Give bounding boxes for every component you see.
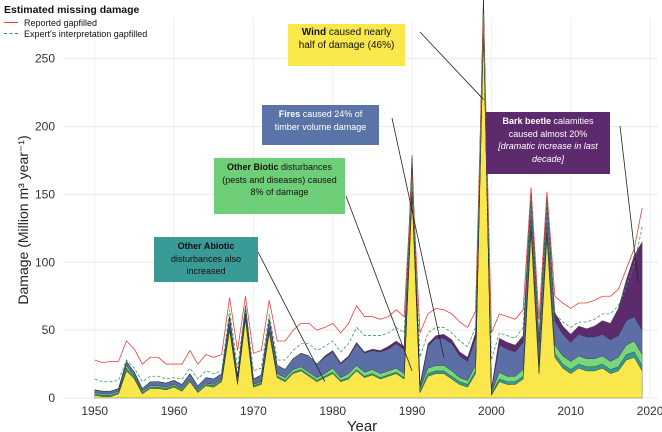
x-tick-labels: 1950 1960 1970 1980 1990 2000 2010 2020	[81, 404, 662, 418]
annotation-abiotic-text: disturbances also increased	[170, 253, 242, 277]
legend-label-reported: Reported gapfilled	[24, 17, 98, 28]
annotation-biotic-text: disturbances (pests and diseases) caused…	[222, 162, 337, 197]
annotation-abiotic-bold: Other Abiotic	[177, 241, 235, 251]
y-tick-100: 100	[35, 255, 55, 269]
annotation-wind-text: caused nearly half of damage (46%)	[298, 27, 395, 51]
y-tick-0: 0	[48, 391, 55, 405]
annotation-wind-bold: Wind	[301, 27, 327, 38]
x-tick-1970: 1970	[240, 404, 267, 418]
annotation-biotic: Other Biotic disturbances (pests and dis…	[214, 158, 345, 214]
legend-label-expert: Expert's interpretation gapfilled	[24, 28, 148, 39]
y-tick-labels: 0 50 100 150 200 250	[35, 52, 55, 405]
expert-line-swatch	[4, 33, 18, 34]
x-tick-1980: 1980	[319, 404, 346, 418]
x-tick-1950: 1950	[81, 404, 108, 418]
annotation-abiotic: Other Abiotic disturbances also increase…	[154, 237, 258, 282]
annotation-fires: Fires caused 24% of timber volume damage	[262, 105, 379, 145]
leader-abiotic	[257, 251, 326, 382]
x-tick-1990: 1990	[399, 404, 426, 418]
area-bark-beetle	[94, 0, 643, 392]
x-tick-2020: 2020	[637, 404, 662, 418]
y-tick-250: 250	[35, 52, 55, 66]
annotation-leader-lines	[257, 31, 639, 382]
legend-item-reported: Reported gapfilled	[4, 17, 147, 28]
line-reported-gapfilled	[94, 13, 643, 365]
x-tick-1960: 1960	[161, 404, 188, 418]
annotation-beetle-text: calamities caused almost 20%	[508, 116, 594, 139]
x-tick-2010: 2010	[557, 404, 584, 418]
y-axis-label: Damage (Million m³ year⁻¹)	[15, 135, 31, 304]
legend: Estimated missing damage Reported gapfil…	[4, 4, 147, 39]
annotation-beetle: Bark beetle calamities caused almost 20%…	[486, 112, 610, 174]
x-axis-label: Year	[347, 418, 377, 432]
gapfill-lines	[94, 13, 643, 383]
annotation-fires-text: caused 24% of timber volume damage	[274, 109, 367, 132]
leader-beetle	[619, 125, 639, 283]
annotation-beetle-bold: Bark beetle	[502, 116, 551, 126]
legend-title: Estimated missing damage	[4, 4, 140, 16]
leader-wind	[419, 31, 484, 100]
y-tick-200: 200	[35, 120, 55, 134]
reported-line-swatch	[4, 22, 18, 23]
leader-biotic	[345, 195, 413, 371]
leader-fires	[391, 117, 445, 358]
line-expert-gapfilled	[94, 20, 643, 383]
legend-item-expert: Expert's interpretation gapfilled	[4, 28, 147, 39]
y-tick-150: 150	[35, 187, 55, 201]
annotation-beetle-italic: [dramatic increase in last decade]	[498, 141, 598, 164]
stacked-areas	[94, 0, 643, 399]
annotation-fires-bold: Fires	[278, 109, 301, 119]
annotation-biotic-bold: Other Biotic	[226, 162, 279, 172]
y-tick-50: 50	[42, 323, 56, 337]
x-tick-2000: 2000	[478, 404, 505, 418]
annotation-wind: Wind caused nearly half of damage (46%)	[288, 24, 405, 66]
